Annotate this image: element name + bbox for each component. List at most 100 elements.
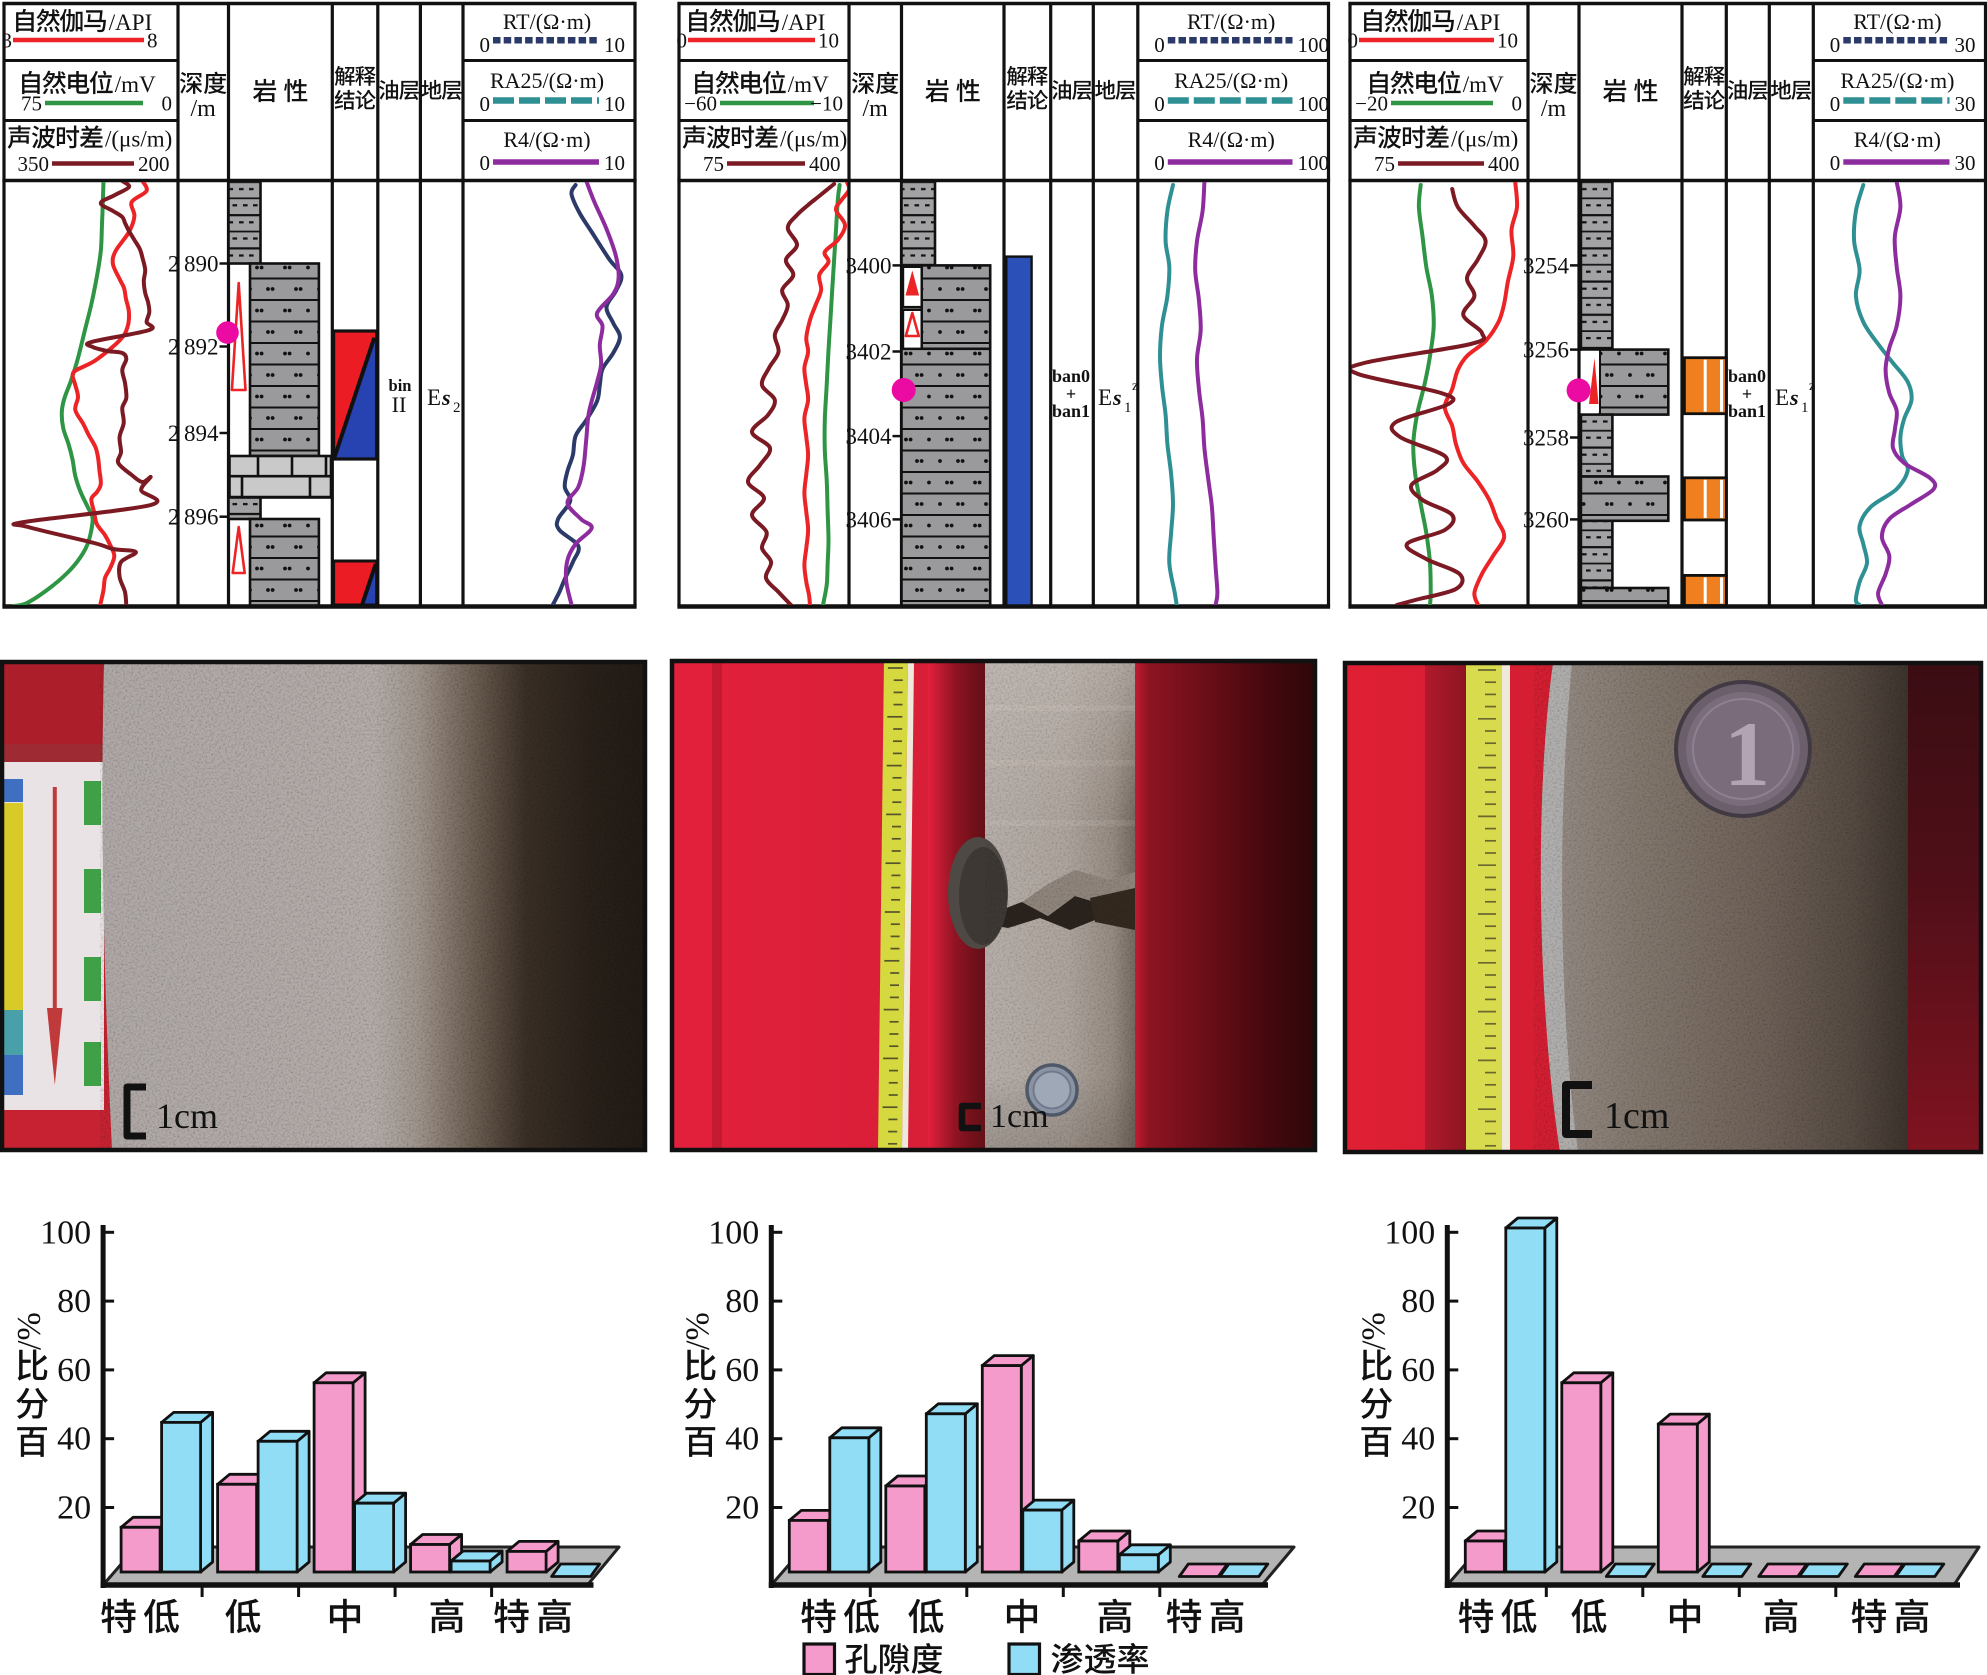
svg-text:30: 30: [1955, 33, 1976, 57]
svg-text:RA25/(Ω·m): RA25/(Ω·m): [490, 68, 604, 93]
svg-text:0: 0: [677, 29, 688, 53]
svg-text:3260: 3260: [1523, 507, 1569, 532]
svg-text:40: 40: [1401, 1421, 1435, 1458]
svg-text:0: 0: [1830, 151, 1841, 175]
svg-text:+: +: [1066, 384, 1076, 404]
svg-text:/%: /%: [11, 1312, 48, 1350]
svg-text:60: 60: [57, 1352, 91, 1389]
svg-text:60: 60: [1401, 1352, 1435, 1389]
svg-text:2: 2: [453, 400, 461, 416]
svg-text:/(μs/m): /(μs/m): [780, 127, 847, 152]
svg-text:R4/(Ω·m): R4/(Ω·m): [1188, 127, 1275, 152]
svg-text:400: 400: [1488, 152, 1520, 176]
svg-text:30: 30: [1955, 92, 1976, 116]
svg-text:30: 30: [1955, 151, 1976, 175]
svg-text:z: z: [1132, 379, 1138, 394]
svg-text:ban0: ban0: [1052, 366, 1090, 386]
svg-text:/%: /%: [1355, 1312, 1392, 1350]
svg-text:100: 100: [1384, 1214, 1435, 1251]
svg-text:100: 100: [1298, 92, 1330, 116]
svg-text:/(μs/m): /(μs/m): [105, 127, 172, 152]
svg-text:RT/(Ω·m): RT/(Ω·m): [503, 9, 591, 34]
svg-text:3400: 3400: [846, 253, 892, 278]
svg-text:/mV: /mV: [788, 72, 829, 97]
svg-text:0: 0: [480, 33, 491, 57]
svg-text:100: 100: [1298, 151, 1330, 175]
svg-text:3404: 3404: [846, 424, 893, 449]
svg-text:ban0: ban0: [1728, 366, 1766, 386]
svg-text:E: E: [427, 385, 441, 410]
svg-text:0: 0: [1512, 92, 1523, 116]
svg-text:75: 75: [703, 152, 724, 176]
svg-text:s: s: [1112, 385, 1122, 410]
svg-text:0: 0: [1830, 92, 1841, 116]
svg-text:R4/(Ω·m): R4/(Ω·m): [503, 127, 590, 152]
svg-text:1: 1: [1801, 400, 1809, 416]
svg-text:60: 60: [725, 1352, 759, 1389]
svg-text:/m: /m: [191, 96, 217, 122]
svg-text:RA25/(Ω·m): RA25/(Ω·m): [1174, 68, 1288, 93]
svg-text:RT/(Ω·m): RT/(Ω·m): [1187, 9, 1275, 34]
svg-text:RT/(Ω·m): RT/(Ω·m): [1853, 9, 1941, 34]
svg-text:3402: 3402: [846, 340, 892, 365]
svg-text:0: 0: [480, 151, 491, 175]
svg-text:2 890: 2 890: [168, 252, 219, 277]
svg-text:2 896: 2 896: [168, 505, 219, 530]
svg-text:20: 20: [1401, 1490, 1435, 1527]
svg-text:0: 0: [1154, 151, 1165, 175]
svg-text:/API: /API: [782, 10, 825, 35]
svg-text:/API: /API: [109, 10, 152, 35]
svg-text:10: 10: [1497, 29, 1518, 53]
svg-text:1: 1: [1124, 400, 1132, 416]
svg-text:−10: −10: [810, 92, 843, 116]
svg-text:/mV: /mV: [1463, 72, 1504, 97]
svg-text:ban1: ban1: [1728, 401, 1766, 421]
svg-text:ban1: ban1: [1052, 401, 1090, 421]
svg-text:10: 10: [604, 151, 625, 175]
svg-text:0: 0: [1830, 33, 1841, 57]
svg-text:80: 80: [57, 1283, 91, 1320]
svg-text:/m: /m: [863, 96, 889, 122]
svg-text:350: 350: [18, 152, 50, 176]
svg-text:+: +: [1742, 384, 1752, 404]
svg-text:3256: 3256: [1523, 338, 1569, 363]
svg-text:z: z: [1809, 379, 1815, 394]
svg-text:−20: −20: [1355, 92, 1388, 116]
svg-text:10: 10: [604, 33, 625, 57]
svg-text:/%: /%: [679, 1312, 716, 1350]
svg-text:1cm: 1cm: [1604, 1095, 1669, 1137]
svg-text:200: 200: [138, 152, 170, 176]
svg-text:/mV: /mV: [115, 72, 156, 97]
svg-text:75: 75: [1374, 152, 1395, 176]
svg-text:R4/(Ω·m): R4/(Ω·m): [1854, 127, 1941, 152]
svg-text:100: 100: [708, 1214, 759, 1251]
svg-text:20: 20: [57, 1490, 91, 1527]
svg-text:100: 100: [1298, 33, 1330, 57]
svg-text:/m: /m: [1541, 96, 1567, 122]
svg-text:10: 10: [604, 92, 625, 116]
svg-text:1cm: 1cm: [156, 1096, 218, 1136]
svg-text:/(μs/m): /(μs/m): [1451, 127, 1518, 152]
svg-text:E: E: [1775, 385, 1789, 410]
svg-text:0: 0: [480, 92, 491, 116]
svg-text:75: 75: [21, 92, 42, 116]
svg-text:400: 400: [809, 152, 841, 176]
svg-text:20: 20: [725, 1490, 759, 1527]
svg-text:−60: −60: [684, 92, 717, 116]
svg-text:3: 3: [2, 29, 13, 53]
svg-text:RA25/(Ω·m): RA25/(Ω·m): [1840, 68, 1954, 93]
svg-text:80: 80: [1401, 1283, 1435, 1320]
svg-text:II: II: [392, 392, 407, 417]
svg-text:0: 0: [1348, 29, 1359, 53]
svg-text:80: 80: [725, 1283, 759, 1320]
svg-text:100: 100: [40, 1214, 91, 1251]
svg-text:0: 0: [1154, 92, 1165, 116]
svg-text:3406: 3406: [846, 507, 892, 532]
svg-text:s: s: [1789, 385, 1799, 410]
svg-text:0: 0: [162, 92, 173, 116]
svg-text:40: 40: [57, 1421, 91, 1458]
svg-text:/API: /API: [1457, 10, 1500, 35]
svg-text:8: 8: [147, 29, 158, 53]
svg-text:3254: 3254: [1523, 253, 1570, 278]
svg-text:1: 1: [1724, 703, 1770, 805]
